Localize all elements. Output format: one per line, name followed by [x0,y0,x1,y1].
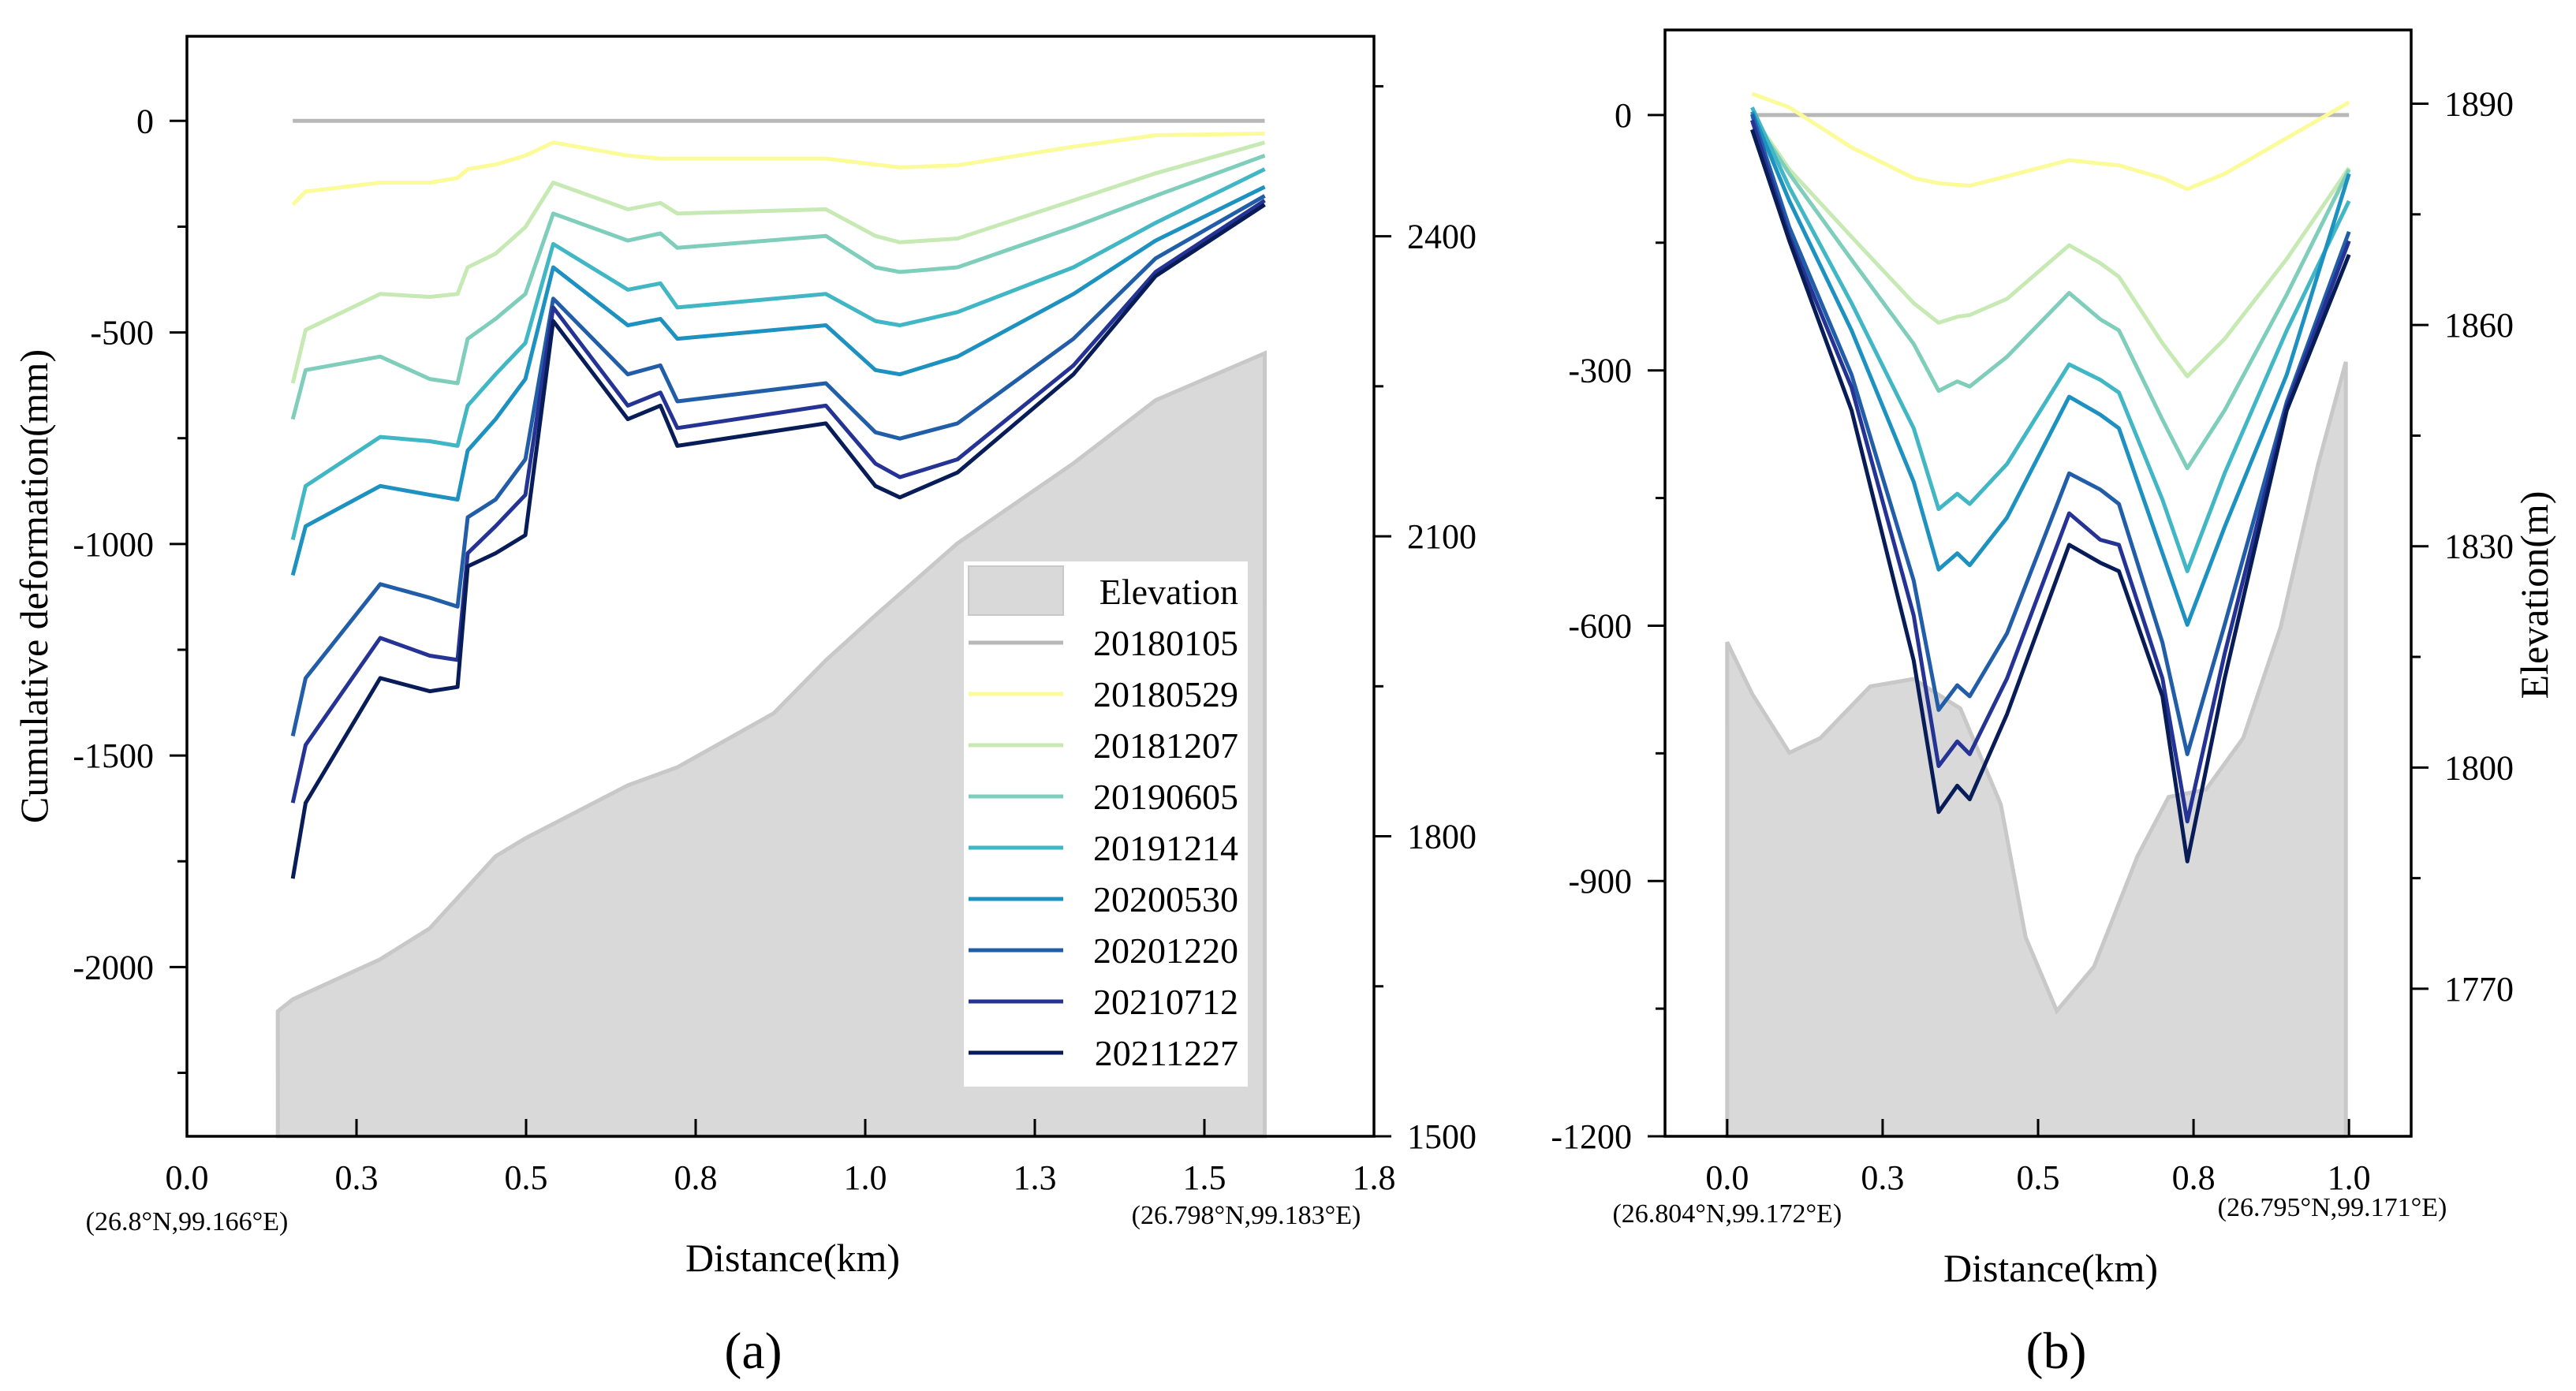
y-axis-title: Cumulative deformation(mm) [12,349,56,823]
y-tick-label: -2000 [73,948,154,986]
series-line-20191214 [290,167,1266,541]
y2-tick-label: 1860 [2444,306,2514,345]
x-tick-label: 0.3 [1861,1158,1904,1197]
y2-tick-label: 1800 [2444,748,2514,787]
legend-label: 20180105 [1093,623,1238,663]
y-tick-label: -1200 [1551,1117,1632,1156]
x-tick-label: 0.3 [335,1158,379,1197]
y2-tick-label: 1890 [2444,85,2514,124]
y2-tick-label: 1500 [1407,1117,1477,1156]
y2-tick-label: 2100 [1407,517,1477,556]
x-tick-label: 0.0 [1705,1158,1749,1197]
end-coordinate: (26.798°N,99.183°E) [1132,1201,1361,1230]
panel-label: (b) [2026,1322,2087,1380]
legend-label: 20190605 [1093,777,1238,817]
panel-b: 0.0 0.3 0.5 0.8 1.0 0 -300 -600 -900 -1200 1890 186… [1551,28,2556,1380]
x-tick-label: 1.0 [2328,1158,2371,1197]
elevation-area [1725,361,2348,1139]
legend-swatch-elevation [968,565,1064,616]
series-line-20180529 [291,131,1265,207]
series-line-20201220 [290,194,1266,737]
y-tick-label: -600 [1568,606,1632,645]
end-coordinate: (26.795°N,99.171°E) [2218,1193,2447,1222]
y-tick-label: -500 [90,314,154,352]
series-line-20181207 [1750,114,2351,379]
series-line-20210712 [290,199,1266,804]
y-tick-label: -300 [1568,352,1632,390]
y-tick-label: -900 [1568,862,1632,901]
legend-label: 20201220 [1093,930,1238,971]
panel-label: (a) [724,1322,782,1380]
legend-label: 20210712 [1093,982,1238,1022]
x-tick-label: 0.5 [2017,1158,2060,1197]
legend-label: 20180529 [1093,674,1238,714]
x-tick-label: 1.8 [1353,1158,1396,1197]
legend-label: 20200530 [1093,879,1238,919]
series-line-20200530 [1750,110,2351,627]
y-tick-label: 0 [136,102,154,140]
y-tick-label: 0 [1615,96,1632,135]
legend-label: 20191214 [1093,828,1238,868]
plot-frame [185,35,1376,1138]
x-tick-label: 1.3 [1014,1158,1057,1197]
y2-tick-label: 1800 [1407,818,1477,856]
x-axis-title: Distance(km) [685,1236,900,1280]
y2-axis-title: Elevation(m) [2512,491,2556,699]
legend-label: 20211227 [1095,1033,1238,1073]
y-tick-label: -1500 [73,737,154,775]
y2-tick-label: 1770 [2444,970,2514,1009]
start-coordinate: (26.804°N,99.172°E) [1612,1199,1842,1229]
y2-tick-label: 2400 [1407,218,1477,256]
series-line-20191214 [1750,106,2351,573]
x-axis-title: Distance(km) [1943,1246,2158,1290]
x-tick-label: 0.8 [2172,1158,2216,1197]
x-tick-label: 0.8 [674,1158,718,1197]
series-line-20210712 [1750,119,2351,824]
x-tick-label: 1.0 [844,1158,887,1197]
x-tick-label: 1.5 [1183,1158,1226,1197]
series-line-20181207 [290,140,1266,384]
panel-a: 0.0 0.3 0.5 0.8 1.0 1.3 1.5 1.8 0 -500 -1000 -1500 -… [12,35,1477,1380]
series-line-20201220 [1750,114,2351,756]
series-line-20211227 [1750,129,2351,863]
start-coordinate: (26.8°N,99.166°E) [86,1207,289,1236]
y-tick-label: -1000 [73,525,154,564]
legend-label: 20181207 [1093,725,1238,766]
series-line-20180529 [1751,91,2350,192]
legend-label: Elevation [1099,572,1238,612]
legend-box [964,561,1248,1087]
y2-tick-label: 1830 [2444,528,2514,566]
series-line-20190605 [1750,115,2351,471]
series-line-20190605 [290,153,1266,420]
series-line-20211227 [290,203,1266,879]
x-tick-label: 0.0 [166,1158,209,1197]
x-tick-label: 0.5 [505,1158,548,1197]
legend: Elevation 20180105 20180529 20181207 2019060… [964,561,1248,1087]
series-line-20200530 [290,185,1266,576]
